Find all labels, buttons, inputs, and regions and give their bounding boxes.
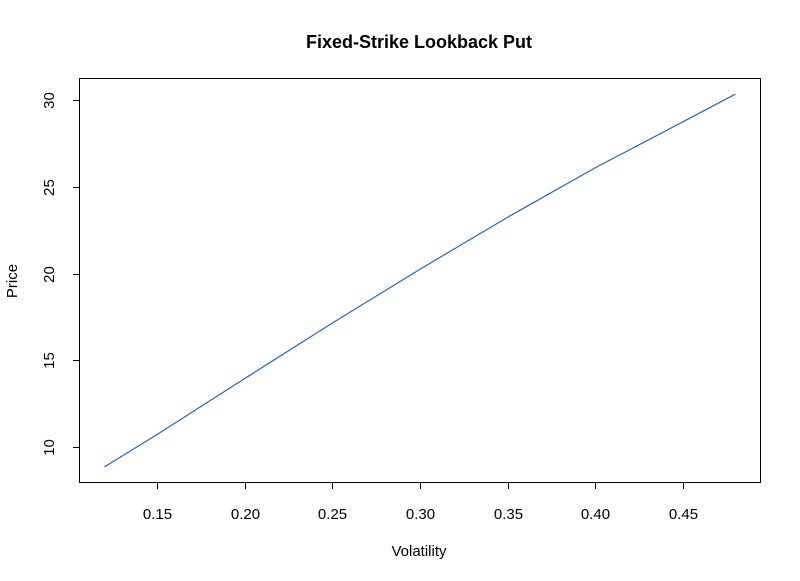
y-tick-label: 15 bbox=[41, 352, 58, 369]
x-tick-label: 0.35 bbox=[494, 506, 523, 523]
y-tick-label: 30 bbox=[41, 92, 58, 109]
y-axis: 10 15 20 25 30 bbox=[41, 92, 80, 456]
plot-frame bbox=[79, 78, 761, 483]
x-tick-label: 0.40 bbox=[581, 506, 610, 523]
x-tick-label: 0.15 bbox=[143, 506, 172, 523]
x-tick-label: 0.25 bbox=[318, 506, 347, 523]
x-tick-label: 0.30 bbox=[406, 506, 435, 523]
x-tick-label: 0.20 bbox=[231, 506, 260, 523]
series-layer bbox=[104, 93, 736, 468]
y-axis-label: Price bbox=[4, 264, 21, 298]
x-tick-label: 0.45 bbox=[669, 506, 698, 523]
series-line bbox=[104, 93, 736, 468]
x-axis: 0.15 0.20 0.25 0.30 0.35 0.40 0.45 bbox=[143, 482, 698, 523]
y-tick-label: 25 bbox=[41, 179, 58, 196]
y-tick-label: 10 bbox=[41, 439, 58, 456]
x-axis-label: Volatility bbox=[391, 543, 447, 560]
y-tick-label: 20 bbox=[41, 266, 58, 283]
chart-title: Fixed-Strike Lookback Put bbox=[306, 32, 532, 52]
